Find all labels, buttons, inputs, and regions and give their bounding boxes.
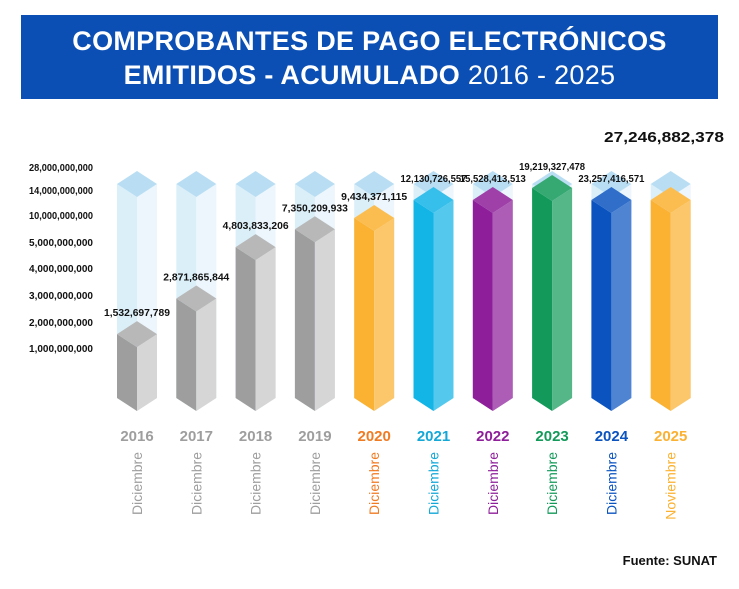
bar-right-face (196, 298, 217, 411)
bar-cap (650, 187, 691, 213)
bar-right-face (314, 229, 335, 411)
period-label: Diciembre (603, 452, 619, 515)
year-label: 2024 (595, 428, 629, 445)
title-line-2-main: EMITIDOS - ACUMULADO (123, 60, 461, 90)
ghost-bar-cap (117, 171, 157, 197)
value-label: 19,219,327,478 (519, 162, 585, 173)
bar-cap (235, 234, 276, 261)
bar-left-face (413, 200, 434, 411)
bar-right-face (433, 200, 454, 411)
ghost-bar-cap (294, 171, 335, 197)
value-label: 9,434,371,115 (341, 192, 407, 203)
year-label: 2021 (417, 428, 450, 445)
value-label: 4,803,833,206 (223, 221, 289, 232)
bar-left-face (532, 188, 553, 411)
year-label: 2019 (298, 428, 331, 445)
bar-right-face (670, 200, 691, 411)
y-tick-label: 4,000,000,000 (29, 263, 93, 275)
y-tick-label: 10,000,000,000 (29, 210, 93, 222)
y-tick-label: 1,000,000,000 (29, 343, 93, 355)
value-label: 7,350,209,933 (282, 203, 348, 214)
bar-left-face (354, 218, 375, 411)
bar-right-face (552, 188, 573, 411)
value-label: 1,532,697,789 (104, 308, 170, 319)
bar-cap (176, 285, 217, 312)
year-label: 2023 (535, 428, 568, 445)
ghost-bar-cap (176, 171, 217, 197)
bar-cap (591, 187, 632, 213)
bar-cap (472, 187, 513, 213)
bar-right-face (137, 334, 157, 411)
bar-right-face (611, 200, 632, 411)
ghost-bar-cap (235, 171, 276, 197)
bar-right-face (255, 247, 276, 411)
period-label: Diciembre (307, 452, 323, 515)
year-label: 2016 (120, 428, 153, 445)
bar-left-face (472, 200, 493, 411)
year-label: 2017 (180, 428, 213, 445)
bar-cap (532, 175, 573, 201)
bar-cap (117, 321, 157, 348)
period-label: Diciembre (485, 452, 501, 515)
bar-left-face (650, 200, 671, 411)
year-label: 2025 (654, 428, 687, 445)
period-label: Diciembre (366, 452, 382, 515)
ghost-bar-cap (413, 171, 454, 197)
bar-left-face (117, 334, 137, 411)
ghost-bar-cap (650, 171, 691, 197)
y-tick-label: 28,000,000,000 (29, 162, 93, 174)
ghost-bar-cap (472, 171, 513, 197)
y-tick-label: 5,000,000,000 (29, 237, 93, 249)
source-note: Fuente: SUNAT (622, 553, 717, 568)
value-label: 15,528,413,513 (460, 174, 526, 185)
value-label: 12,130,726,557 (401, 174, 467, 185)
period-label: Diciembre (188, 452, 204, 515)
bar-left-face (235, 247, 256, 411)
year-label: 2022 (476, 428, 509, 445)
value-label: 23,257,416,571 (578, 174, 644, 185)
bar-right-face (492, 200, 513, 411)
ghost-bar-cap (591, 171, 632, 197)
bar-right-face (374, 218, 395, 411)
period-label: Diciembre (248, 452, 264, 515)
bar-cap (294, 216, 335, 243)
period-label: Noviembre (663, 452, 679, 520)
value-label: 27,246,882,378 (604, 129, 724, 146)
value-label: 2,871,865,844 (163, 272, 229, 283)
y-tick-label: 14,000,000,000 (29, 185, 93, 197)
period-label: Diciembre (544, 452, 560, 515)
bar-cap (413, 187, 454, 213)
period-label: Diciembre (129, 452, 145, 515)
bar-left-face (176, 298, 197, 411)
y-tick-label: 3,000,000,000 (29, 290, 93, 302)
period-label: Diciembre (426, 452, 442, 515)
ghost-bar-cap (354, 171, 395, 197)
bar-cap (354, 205, 395, 232)
title-years: 2016 - 2025 (467, 60, 616, 90)
bar-left-face (591, 200, 612, 411)
bar-left-face (294, 229, 315, 411)
year-label: 2018 (239, 428, 272, 445)
title-line-2: EMITIDOS - ACUMULADO 2016 - 2025 (21, 58, 718, 92)
title-banner: COMPROBANTES DE PAGO ELECTRÓNICOS EMITID… (21, 15, 718, 99)
title-line-1: COMPROBANTES DE PAGO ELECTRÓNICOS (72, 26, 667, 56)
year-label: 2020 (358, 428, 391, 445)
y-tick-label: 2,000,000,000 (29, 317, 93, 329)
